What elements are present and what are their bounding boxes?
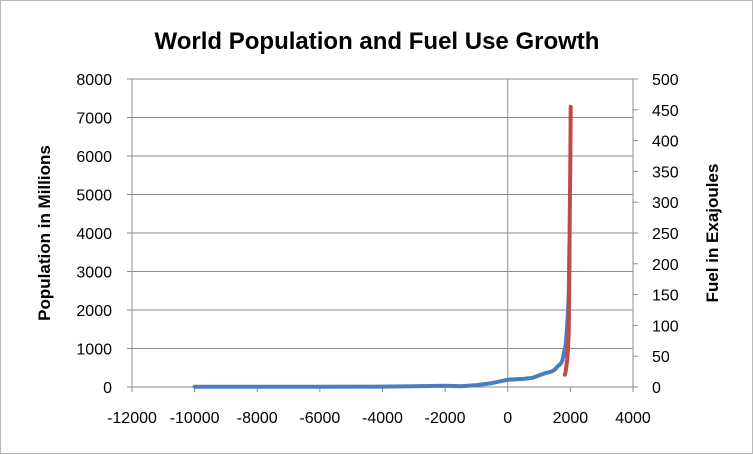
y-tick-label: 7000	[76, 111, 112, 128]
y-tick-label: 5000	[76, 188, 112, 205]
fuel-series-line	[562, 104, 573, 377]
y-tick-label: 2000	[76, 303, 112, 320]
gridlines	[132, 78, 633, 349]
tick-labels: 0100020003000400050006000700080000501001…	[76, 72, 678, 427]
population-series-line	[192, 242, 572, 389]
x-tick-label: -8000	[237, 410, 278, 427]
y2-tick-label: 400	[652, 134, 679, 151]
y2-tick-label: 350	[652, 164, 679, 181]
y-tick-label: 3000	[76, 265, 112, 282]
y-tick-label: 1000	[76, 342, 112, 359]
x-tick-label: -2000	[425, 410, 466, 427]
y2-tick-label: 300	[652, 195, 679, 212]
x-tick-label: 2000	[553, 410, 589, 427]
y-tick-label: 8000	[76, 72, 112, 89]
y2-tick-label: 450	[652, 103, 679, 120]
y-tick-label: 6000	[76, 149, 112, 166]
x-tick-label: -6000	[299, 410, 340, 427]
y2-tick-label: 150	[652, 288, 679, 305]
y2-tick-label: 500	[652, 72, 679, 89]
y2-axis-title: Fuel in Exajoules	[703, 164, 722, 303]
y2-tick-label: 100	[652, 318, 679, 335]
y-axis-title: Population in Millions	[35, 145, 54, 321]
x-tick-label: 0	[503, 410, 512, 427]
chart-title: World Population and Fuel Use Growth	[155, 28, 600, 55]
y2-tick-label: 200	[652, 257, 679, 274]
axes	[127, 78, 638, 392]
y2-tick-label: 50	[652, 349, 670, 366]
y2-tick-label: 250	[652, 226, 679, 243]
y2-tick-label: 0	[652, 380, 661, 397]
data-series	[192, 104, 573, 389]
x-tick-label: -10000	[170, 410, 220, 427]
y-tick-label: 4000	[76, 226, 112, 243]
y-tick-label: 0	[103, 380, 112, 397]
x-tick-label: -12000	[107, 410, 157, 427]
x-tick-label: -4000	[362, 410, 403, 427]
x-tick-label: 4000	[615, 410, 651, 427]
